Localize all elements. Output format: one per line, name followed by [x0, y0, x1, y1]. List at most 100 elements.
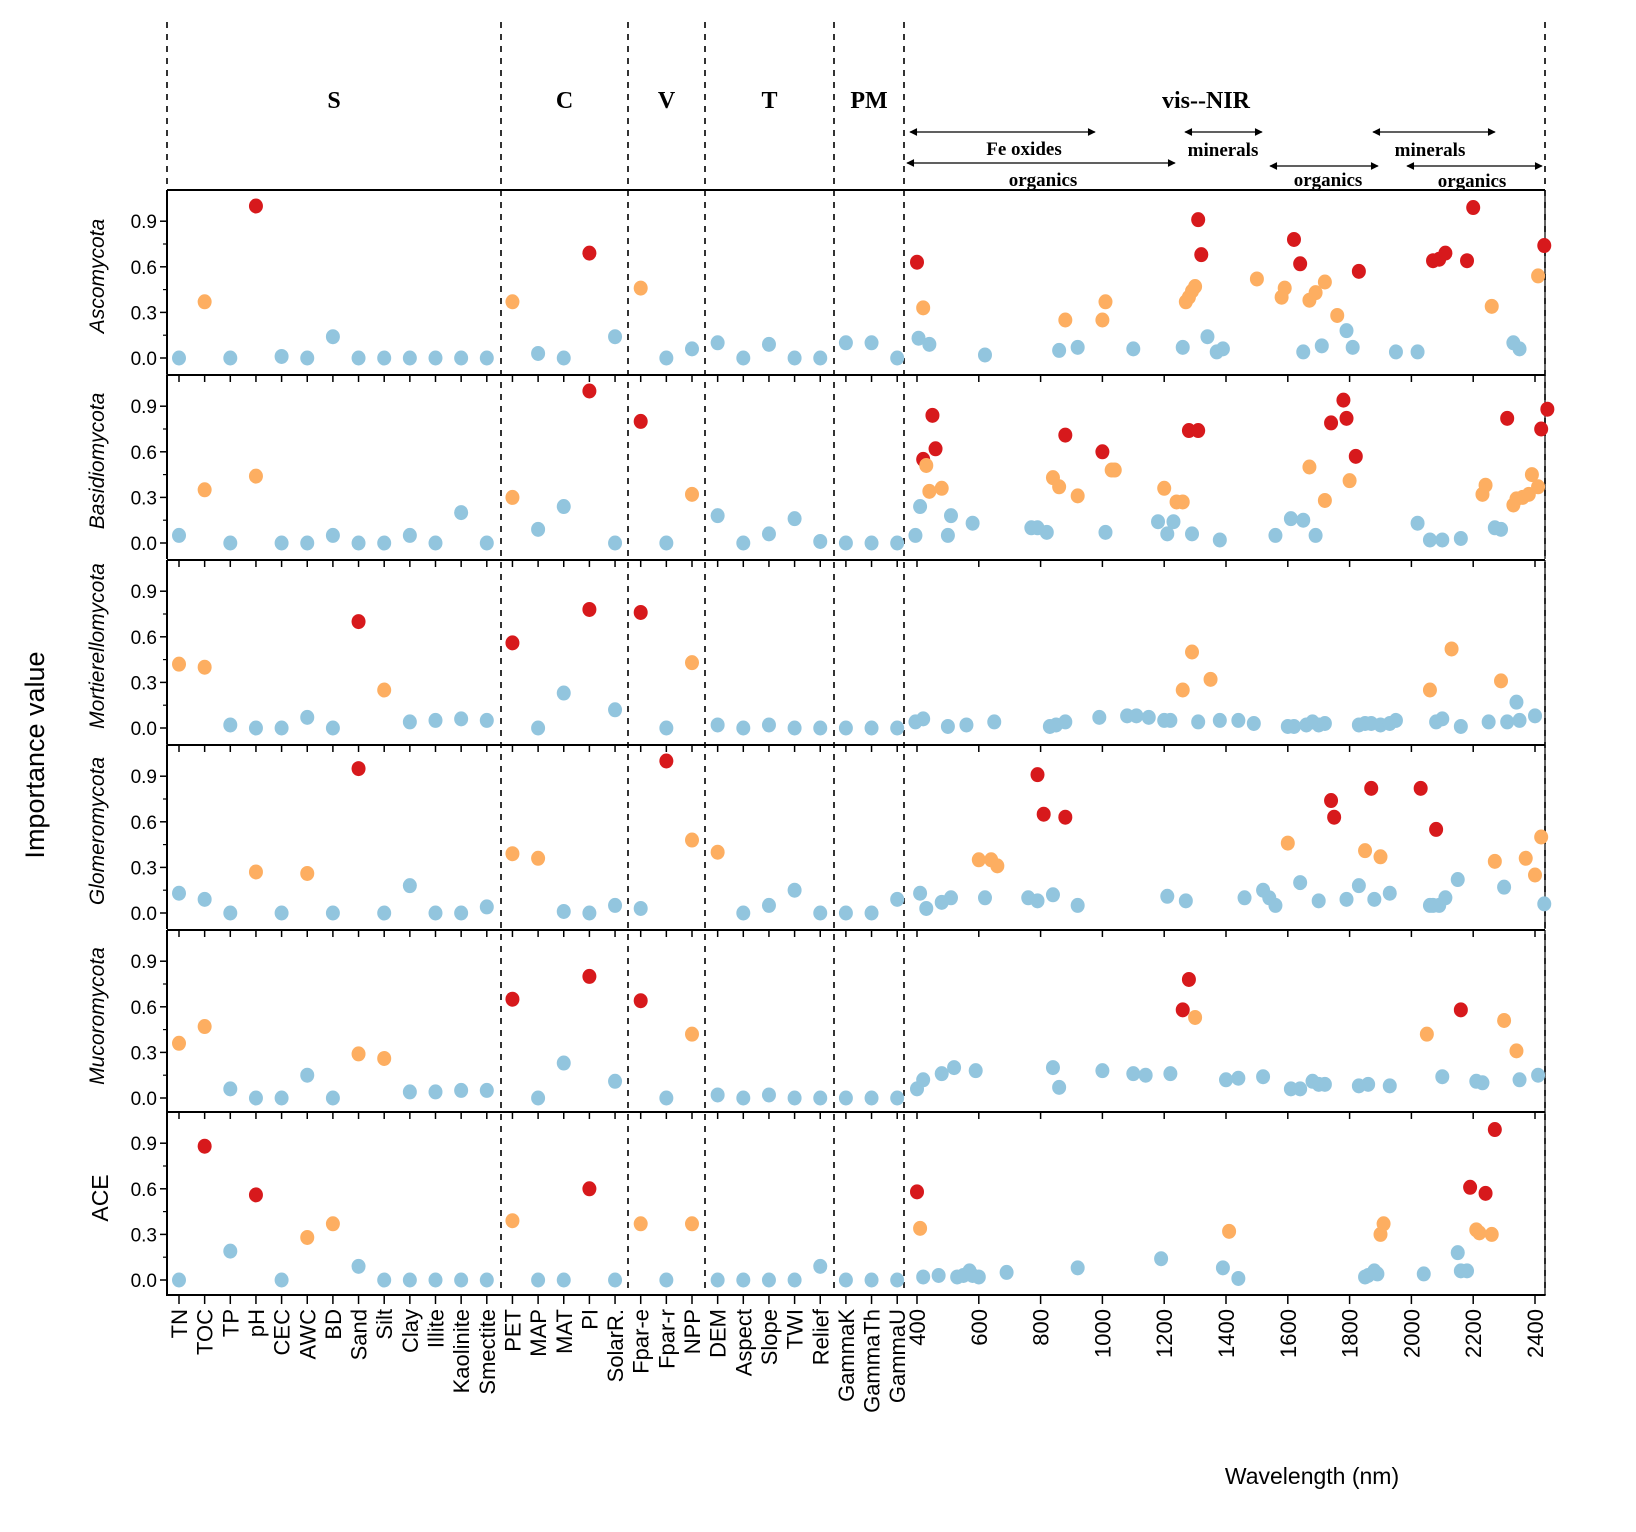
x-tick-label-1600: 1600 — [1276, 1309, 1301, 1358]
point-mat — [556, 1272, 571, 1288]
point-fpar-r — [659, 1090, 674, 1106]
point-wl-2130 — [1444, 641, 1459, 657]
point-wl-2440 — [1540, 401, 1555, 417]
point-wl-2110 — [1438, 245, 1453, 261]
point-wl-1820 — [1348, 448, 1363, 464]
point-toc — [197, 294, 212, 310]
point-wl-1900 — [1373, 849, 1388, 865]
x-tick-label-bd: BD — [321, 1309, 346, 1340]
point-wl-790 — [1030, 767, 1045, 783]
point-npp — [685, 1026, 699, 1042]
point-wl-790 — [1030, 893, 1045, 909]
point-ph — [248, 468, 263, 484]
point-wl-1150 — [1141, 709, 1156, 725]
point-wl-2230 — [1475, 1075, 1490, 1091]
point-wl-1290 — [1185, 644, 1200, 660]
point-npp — [685, 341, 699, 357]
point-wl-2400 — [1528, 708, 1542, 724]
point-tp — [223, 905, 238, 921]
point-mat — [556, 685, 571, 701]
point-wl-2300 — [1497, 1012, 1512, 1028]
point-wl-2110 — [1438, 890, 1453, 906]
point-map — [531, 720, 546, 736]
point-wl-1220 — [1163, 1066, 1178, 1082]
point-wl-1720 — [1317, 274, 1332, 290]
point-mat — [556, 1055, 571, 1071]
point-dem — [710, 1087, 725, 1103]
point-gammau — [890, 350, 905, 366]
point-wl-420 — [916, 300, 931, 316]
point-wl-1220 — [1163, 712, 1178, 728]
y-tick-label: 0.0 — [131, 534, 157, 555]
point-wl-1180 — [1151, 514, 1166, 530]
point-illite — [428, 1272, 443, 1288]
point-wl-660 — [990, 858, 1005, 874]
point-wl-1890 — [1370, 1266, 1385, 1282]
point-gammath — [864, 335, 879, 351]
point-twi — [787, 350, 802, 366]
point-wl-1650 — [1296, 512, 1311, 528]
point-pet — [505, 1213, 520, 1229]
point-wl-2180 — [1460, 1263, 1475, 1279]
point-wl-2410 — [1531, 479, 1546, 495]
x-tick-label-2000: 2000 — [1399, 1309, 1424, 1358]
point-wl-2020 — [1410, 344, 1425, 360]
band-label: organics — [1438, 171, 1507, 192]
point-dem — [710, 335, 725, 351]
point-wl-2420 — [1534, 829, 1549, 845]
point-relief — [813, 533, 828, 549]
point-pi — [582, 245, 597, 261]
point-wl-1140 — [1138, 1067, 1153, 1083]
point-ph — [248, 198, 263, 214]
point-wl-2430 — [1537, 896, 1552, 912]
point-wl-2370 — [1518, 850, 1533, 866]
point-wl-1700 — [1311, 893, 1326, 909]
point-wl-2100 — [1435, 532, 1450, 548]
panel-label: Mortierellomycota — [86, 563, 109, 729]
point-wl-400 — [910, 254, 924, 270]
point-wl-1870 — [1364, 780, 1379, 796]
point-smectite — [479, 712, 494, 728]
point-cec — [274, 720, 289, 736]
point-kaolinite — [454, 1272, 469, 1288]
point-wl-1490 — [1246, 715, 1261, 731]
point-tp — [223, 717, 238, 733]
y-tick-label: 0.3 — [131, 673, 157, 694]
x-tick-label-gammak: GammaK — [834, 1309, 859, 1402]
point-fpar-r — [659, 350, 674, 366]
y-tick-label: 0.0 — [131, 904, 157, 925]
x-tick-label-map: MAP — [526, 1309, 551, 1357]
panel-label: ACE — [87, 1174, 113, 1221]
point-wl-1620 — [1286, 231, 1301, 247]
x-tick-label-silt: Silt — [372, 1309, 397, 1340]
point-gammau — [890, 535, 905, 551]
point-wl-810 — [1036, 806, 1051, 822]
point-wl-840 — [1045, 887, 1060, 903]
x-tick-label-pi: PI — [577, 1309, 602, 1330]
point-npp — [685, 486, 699, 502]
point-wl-1610 — [1283, 511, 1298, 527]
point-aspect — [736, 1272, 751, 1288]
point-aspect — [736, 905, 751, 921]
point-wl-920 — [1070, 897, 1085, 913]
point-smectite — [479, 899, 494, 915]
point-wl-1000 — [1095, 312, 1110, 328]
point-wl-2290 — [1494, 673, 1509, 689]
point-wl-690 — [999, 1264, 1014, 1280]
point-wl-1260 — [1175, 682, 1190, 698]
x-tick-label-gammau: GammaU — [885, 1309, 910, 1403]
point-wl-1780 — [1336, 392, 1351, 408]
point-wl-410 — [913, 885, 928, 901]
point-wl-1310 — [1191, 212, 1206, 228]
point-aspect — [736, 720, 751, 736]
point-wl-395 — [908, 527, 923, 543]
point-wl-2240 — [1478, 1185, 1493, 1201]
point-wl-2350 — [1512, 1072, 1527, 1088]
point-kaolinite — [454, 905, 469, 921]
point-wl-1650 — [1296, 344, 1311, 360]
point-wl-470 — [931, 1267, 946, 1283]
x-tick-label-npp: NPP — [680, 1309, 705, 1354]
point-gammath — [864, 905, 879, 921]
point-fpar-e — [633, 604, 648, 620]
y-tick-label: 0.6 — [131, 1180, 157, 1201]
